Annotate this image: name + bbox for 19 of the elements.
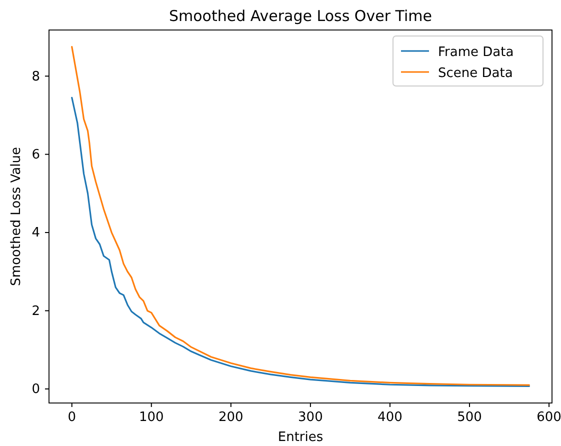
legend-label: Scene Data (438, 66, 513, 81)
x-tick-label: 600 (536, 410, 561, 426)
y-tick-label: 6 (32, 147, 40, 162)
y-tick-label: 8 (32, 69, 40, 84)
legend-label: Frame Data (438, 45, 514, 60)
x-tick-label: 200 (218, 410, 244, 426)
x-tick-label: 500 (457, 410, 482, 426)
line-series (71, 96, 530, 387)
x-tick-label: 400 (378, 410, 402, 426)
y-tick-label: 0 (32, 382, 40, 398)
chart-title: Smoothed Average Loss Over Time (169, 7, 432, 25)
line-series (71, 46, 530, 386)
y-axis-title: Smoothed Loss Value (9, 147, 24, 286)
x-tick-label: 300 (298, 410, 323, 426)
y-tick-label: 4 (32, 226, 40, 241)
x-axis-title: Entries (278, 430, 324, 445)
x-tick-label: 100 (138, 410, 164, 426)
y-tick-label: 2 (32, 304, 40, 319)
x-tick-label: 0 (68, 410, 76, 426)
